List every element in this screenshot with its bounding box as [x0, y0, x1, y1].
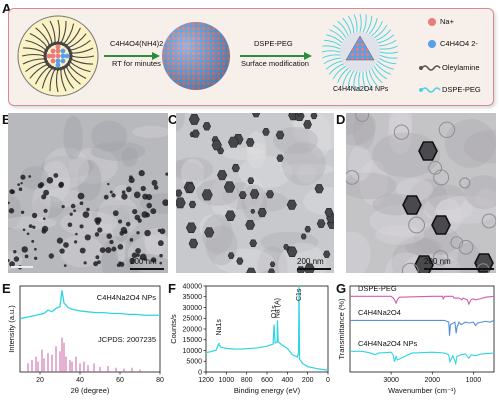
panel-label-a: A [2, 1, 12, 16]
chart-g-xlabel: Wavenumber (cm⁻¹) [388, 386, 456, 395]
chart-f-ytick-label: 15000 [183, 337, 203, 344]
chart-e-xtick-label: 40 [76, 377, 84, 384]
legend-anion-label: C4H4O4 2- [440, 39, 478, 48]
panel-label-g: G [336, 281, 347, 296]
chart-f-peak-label: C1s [296, 288, 303, 301]
step1-condition: RT for minutes [112, 59, 161, 68]
chart-g-xtick-label: 3000 [383, 377, 399, 384]
scale-bar-d [424, 268, 494, 270]
chart-f-ylabel: Counts/s [169, 314, 178, 344]
scale-bar-c [297, 268, 331, 270]
scale-label-c: 200 nm [297, 257, 324, 266]
legend-anion-icon [428, 40, 436, 48]
tem-image-c [176, 113, 334, 273]
chart-e-annotation-jcpds: JCPDS: 2007235 [98, 335, 156, 344]
panel-label-e: E [2, 281, 11, 296]
oleylamine-nanoparticle [17, 15, 99, 97]
chart-f-peak-label: O1s [271, 305, 278, 318]
chart-f-peak-label: Na1s [216, 319, 223, 336]
chart-e-annotation-sample: C4H4Na2O4 NPs [97, 293, 156, 302]
scale-bar-b [130, 268, 164, 270]
chart-f-peak-label: Na (A) [274, 298, 281, 318]
chart-e-xlabel: 2θ (degree) [71, 386, 110, 395]
chart-g-ftir: 3000 2000 1000 Wavenumber (cm⁻¹) Transmittan… [337, 284, 495, 395]
chart-e-ylabel: Intensity (a.u.) [7, 305, 16, 353]
chart-e-xtick-label: 80 [156, 377, 164, 384]
chart-f-ytick-label: 20000 [183, 326, 203, 333]
chart-f-xlabel: Binding energy (eV) [234, 386, 301, 395]
chart-e-xrd: 20 40 60 80 2θ (degree) Intensity (a.u.) C4H4N… [7, 285, 164, 395]
panel-label-d: D [336, 112, 346, 127]
chart-g-series-label: C4H4Na2O4 NPs [358, 339, 417, 348]
chart-f-ytick-label: 10000 [183, 348, 203, 355]
chart-f-ytick-label: 35000 [183, 294, 203, 301]
chart-g-series-line [350, 350, 495, 366]
schematic-graphics [17, 13, 441, 97]
chart-g-frame [349, 285, 495, 373]
chart-f-xtick-label: 600 [261, 377, 273, 384]
scale-label-b: 200 nm [130, 257, 157, 266]
legend-dspe-peg-icon [421, 87, 441, 93]
product-label: C4H4Na2O4 NPs [333, 86, 389, 93]
legend-oleylamine-label: Oleylamine [442, 63, 480, 72]
chart-e-xtick-label: 20 [36, 377, 44, 384]
chart-f-series-line [205, 285, 329, 371]
legend-na-icon [428, 18, 436, 26]
chart-f-xps: 1200 1000 800 600 400 200 00500010000150002000… [169, 283, 330, 395]
panel-label-b: B [2, 112, 12, 127]
chart-e-xtick-label: 60 [116, 377, 124, 384]
chart-g-ylabel: Transmittance (%) [337, 298, 346, 359]
panel-label-f: F [168, 281, 176, 296]
chart-f-xtick-label: 200 [302, 377, 314, 384]
chart-f-xtick-label: 0 [326, 377, 330, 384]
tem-image-b [8, 113, 168, 273]
chart-g-xtick-label: 2000 [424, 377, 440, 384]
chart-g-series-label: C4H4Na2O4 [358, 308, 401, 317]
chart-f-ytick-label: 25000 [183, 316, 203, 323]
bare-nanosphere [162, 22, 230, 90]
chart-g-series-label: DSPE-PEG [358, 284, 397, 293]
chart-f-xtick-label: 1000 [219, 377, 235, 384]
chart-g-xtick-label: 1000 [466, 377, 482, 384]
tem-image-d [346, 113, 496, 273]
scale-bar-b-left [11, 266, 33, 268]
chart-g-series-line [350, 295, 495, 306]
chart-f-ytick-label: 30000 [183, 305, 203, 312]
chart-e-series-line [19, 290, 160, 320]
scale-label-d: 200 nm [424, 257, 451, 266]
chart-f-ytick-label: 5000 [186, 359, 202, 366]
chart-f-frame [205, 285, 329, 373]
chart-f-xtick-label: 400 [281, 377, 293, 384]
panel-label-c: C [168, 112, 178, 127]
peg-coated-nanoparticle [321, 13, 399, 91]
chart-f-xtick-label: 1200 [198, 377, 214, 384]
legend-na-label: Na+ [440, 17, 454, 26]
chart-f-ytick-label: 0 [198, 369, 202, 376]
step1-reagent: C4H4O4(NH4)2 [110, 39, 164, 48]
legend-oleylamine-icon [421, 65, 441, 71]
chart-e-frame [19, 285, 161, 373]
chart-f-ytick-label: 40000 [183, 283, 203, 290]
chart-f-xtick-label: 800 [241, 377, 253, 384]
step2-reagent: DSPE-PEG [254, 39, 293, 48]
legend-dspe-peg-label: DSPE-PEG [442, 85, 481, 94]
step2-condition: Surface modification [241, 59, 309, 68]
chart-g-series-line [350, 319, 495, 336]
